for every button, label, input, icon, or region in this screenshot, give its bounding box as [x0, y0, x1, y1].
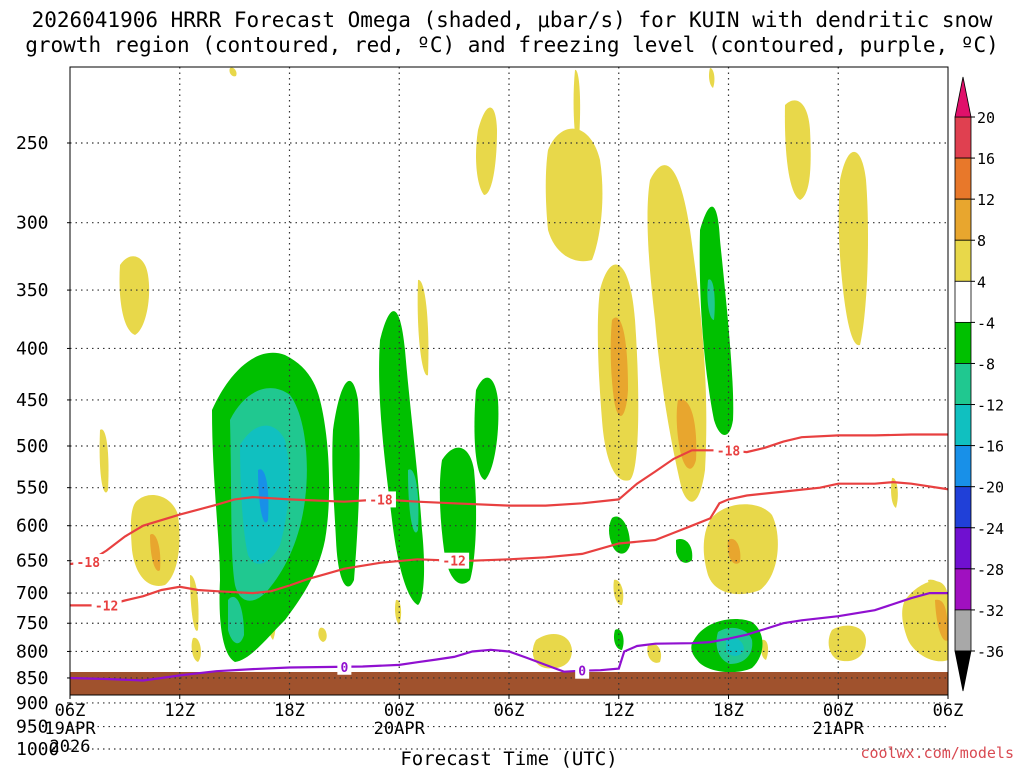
colorbar-label: -32 — [977, 602, 1004, 620]
contour-label: -12 — [442, 555, 465, 570]
contour-line — [70, 592, 948, 682]
y-tick-label: 1000 — [16, 739, 59, 760]
contour-label-bg — [337, 658, 352, 675]
colorbar-label: -20 — [977, 479, 1004, 497]
x-tick-label: 18Z — [713, 701, 744, 721]
y-tick-label: 450 — [16, 390, 49, 411]
x-tick-date: 19APR — [44, 719, 96, 739]
colorbar-label: -28 — [977, 561, 1004, 579]
x-tick-label: 12Z — [603, 701, 634, 721]
y-tick-label: 750 — [16, 613, 49, 634]
colorbar-label: -12 — [977, 397, 1004, 415]
y-axis: 250 300 350 400 450 500 550 600 650 700 750 800 850 9… — [16, 133, 70, 760]
contour-label: 0 — [578, 665, 586, 680]
colorbar-swatch — [954, 321, 972, 364]
contour-label-bg — [575, 662, 590, 679]
colorbar-swatch — [954, 527, 972, 570]
x-tick-date: 20APR — [374, 719, 426, 739]
colorbar-label: -4 — [977, 314, 995, 332]
colorbar-label: 16 — [977, 150, 995, 168]
contour-label-bg — [439, 552, 470, 569]
chart-title: 2026041906 HRRR Forecast Omega (shaded, … — [0, 8, 1024, 58]
y-tick-label: 400 — [16, 338, 49, 359]
credit-text: coolwx.com/models — [860, 744, 1014, 762]
x-tick-label: 06Z — [933, 701, 964, 721]
y-tick-label: 650 — [16, 551, 49, 572]
colorbar-swatch — [954, 404, 972, 447]
y-tick-label: 250 — [16, 133, 49, 154]
colorbar: 20 16 12 8 4 -4 -8 -12 -16 -20 -24 -28 -32 -36 — [954, 76, 1004, 692]
colorbar-label: 4 — [977, 273, 986, 291]
colorbar-label: -8 — [977, 355, 995, 373]
colorbar-bottom-arrow — [954, 650, 972, 692]
x-tick-year: 2026 — [50, 737, 91, 757]
x-tick-label: 18Z — [274, 701, 305, 721]
x-tick-label: 00Z — [823, 701, 854, 721]
chart-title-line1: 2026041906 HRRR Forecast Omega (shaded, … — [31, 8, 993, 32]
colorbar-label: -16 — [977, 438, 1004, 456]
contour-label: -18 — [717, 444, 741, 459]
colorbar-top-arrow — [954, 76, 972, 118]
y-tick-label: 350 — [16, 280, 49, 301]
y-tick-label: 550 — [16, 478, 49, 499]
colorbar-label: 20 — [977, 109, 995, 127]
x-tick-label: 12Z — [164, 701, 195, 721]
y-tick-label: 900 — [16, 693, 49, 714]
contour-label: -12 — [95, 599, 118, 614]
x-tick-label: 06Z — [55, 701, 86, 721]
colorbar-label: 12 — [977, 191, 995, 209]
y-tick-label: 800 — [16, 641, 49, 662]
colorbar-swatch — [954, 157, 972, 200]
colorbar-swatch — [954, 116, 972, 159]
omega-shading-negative — [212, 206, 763, 673]
colorbar-swatch — [954, 363, 972, 405]
colorbar-swatch — [954, 445, 972, 488]
colorbar-swatch — [954, 568, 972, 611]
contour-label-bg — [73, 554, 104, 571]
colorbar-swatch — [954, 239, 972, 282]
contour-line — [70, 433, 948, 566]
y-tick-label: 600 — [16, 516, 49, 537]
y-tick-label: 700 — [16, 583, 49, 604]
contour-line — [70, 480, 948, 607]
contour-label-bg — [365, 491, 396, 508]
chart-title-line2: growth region (contoured, red, ºC) and f… — [25, 33, 999, 57]
contour-label-bg — [91, 597, 122, 614]
y-tick-label: 300 — [16, 213, 49, 234]
y-tick-label: 850 — [16, 668, 49, 689]
contour-label: -18 — [369, 493, 393, 508]
y-tick-label: 500 — [16, 436, 49, 457]
x-tick-label: 06Z — [494, 701, 525, 721]
x-tick-date: 21APR — [813, 719, 865, 739]
y-tick-label: 950 — [16, 717, 49, 738]
contour-label-bg — [713, 442, 744, 459]
colorbar-swatch — [954, 486, 972, 529]
colorbar-swatch — [954, 609, 972, 652]
contour-label: -18 — [77, 556, 101, 571]
colorbar-swatch — [954, 198, 972, 241]
colorbar-label: -24 — [977, 520, 1004, 538]
colorbar-label: 8 — [977, 232, 986, 250]
x-axis-title: Forecast Time (UTC) — [400, 748, 617, 768]
contour-label: 0 — [340, 661, 348, 676]
x-tick-label: 00Z — [384, 701, 415, 721]
colorbar-label: -36 — [977, 643, 1004, 661]
colorbar-swatch — [954, 280, 972, 323]
contour-lines: -18 -18 -18 -12 -12 0 0 — [70, 433, 948, 682]
grid-lines — [70, 67, 948, 750]
